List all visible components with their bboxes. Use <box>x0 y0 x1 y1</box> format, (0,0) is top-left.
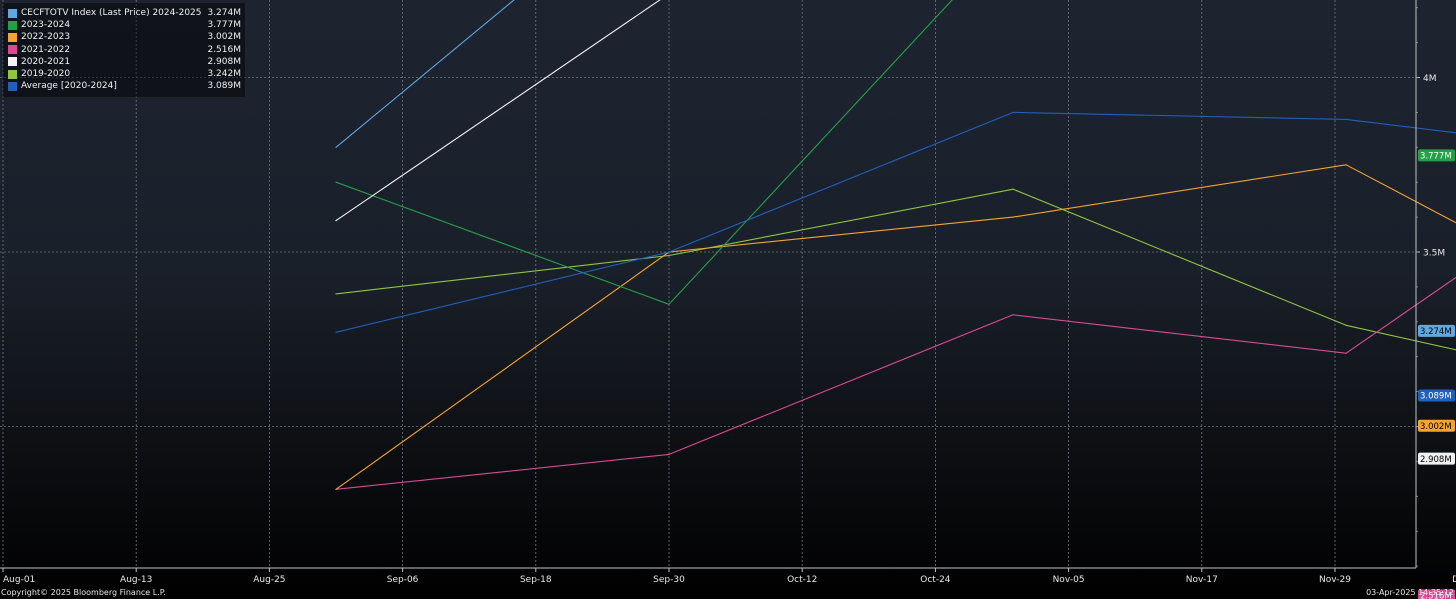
data-point <box>335 293 337 295</box>
legend-label: 2021-2022 <box>21 44 71 55</box>
legend-label: 2019-2020 <box>21 69 71 80</box>
legend-label: CECFTOTV Index (Last Price) 2024-2025 <box>21 8 202 19</box>
x-tick-label: Nov-17 <box>1186 575 1218 585</box>
series-line <box>335 0 953 305</box>
end-value-text: 2.908M <box>1420 455 1452 465</box>
legend-value: 3.002M <box>207 32 241 43</box>
x-tick-label: Aug-01 <box>3 575 35 585</box>
end-value-badge <box>1418 419 1455 432</box>
end-value-badge <box>1418 589 1455 599</box>
grid-layer <box>0 0 1416 568</box>
end-value-text: 3.777M <box>1420 152 1452 162</box>
data-point <box>335 220 337 222</box>
series-line <box>335 276 1456 490</box>
data-point <box>1345 164 1347 166</box>
legend-swatch <box>8 81 17 91</box>
legend-value: 3.274M <box>207 8 241 19</box>
copyright-text: Copyright© 2025 Bloomberg Finance L.P. <box>1 588 166 597</box>
data-point <box>335 181 337 183</box>
x-tick-label: Aug-25 <box>253 575 285 585</box>
legend-value: 2.516M <box>207 44 241 55</box>
end-value-text: 3.274M <box>1420 327 1452 337</box>
legend-label: 2023-2024 <box>21 20 71 31</box>
end-value-text: 3.089M <box>1420 392 1452 402</box>
end-value-label: 3.274M <box>1418 324 1455 337</box>
data-point <box>1012 314 1014 316</box>
y-tick-label: 3.5M <box>1423 249 1445 259</box>
x-tick-label: Aug-13 <box>120 575 152 585</box>
end-value-label: 2.516M <box>1418 589 1455 599</box>
legend-label: Average [2020-2024] <box>21 81 117 92</box>
end-value-label: 3.089M <box>1418 389 1455 402</box>
legend-value: 2.908M <box>207 56 241 67</box>
data-point <box>335 488 337 490</box>
legend-swatch <box>8 45 17 55</box>
x-tick-label: Sep-30 <box>653 575 685 585</box>
x-tick-label: Oct-24 <box>920 575 951 585</box>
x-tick-label: Oct-12 <box>787 575 817 585</box>
series-line <box>335 0 515 148</box>
legend-value: 3.777M <box>207 20 241 31</box>
y-tick-label: 4M <box>1423 74 1437 84</box>
data-point <box>668 254 670 257</box>
axis-layer: Aug-01 Aug-13 Aug-25 Sep-06 Sep-18 Sep-30 Oct-… <box>0 0 1456 585</box>
legend-entry: CECFTOTV Index (Last Price) 2024-2025 3.2… <box>8 7 241 19</box>
end-label-layer: 3.274M 3.777M 3.002M 2.516M 2.908M 3.089M <box>1418 149 1455 599</box>
series-line <box>335 111 1456 333</box>
data-point <box>668 251 670 253</box>
legend-swatch <box>8 20 17 30</box>
end-value-label: 2.908M <box>1418 452 1455 465</box>
data-point <box>335 146 337 148</box>
end-value-badge <box>1418 324 1455 337</box>
x-tick-label: Dec-11 <box>1452 575 1456 585</box>
legend-swatch <box>8 57 17 67</box>
legend-value: 3.242M <box>207 69 241 80</box>
data-point <box>668 303 670 305</box>
legend-entry: 2022-2023 3.002M <box>8 31 241 43</box>
legend-swatch <box>8 69 17 79</box>
series-line <box>335 0 661 222</box>
legend: CECFTOTV Index (Last Price) 2024-2025 3.2… <box>2 2 246 98</box>
data-point <box>1012 216 1014 218</box>
data-point <box>668 453 670 455</box>
data-point <box>1345 118 1347 120</box>
end-value-text: 3.002M <box>1420 422 1452 432</box>
end-value-label: 3.777M <box>1418 149 1455 162</box>
end-value-badge <box>1418 149 1455 162</box>
legend-label: 2020-2021 <box>21 56 71 67</box>
data-point <box>1345 352 1347 354</box>
legend-swatch <box>8 8 17 18</box>
end-value-badge <box>1418 389 1455 402</box>
end-value-label: 3.002M <box>1418 419 1455 432</box>
data-point <box>1012 111 1014 113</box>
legend-entry: 2023-2024 3.777M <box>8 19 241 31</box>
legend-entry: 2020-2021 2.908M <box>8 56 241 68</box>
timestamp-text: 03-Apr-2025 14:35:12 <box>1366 588 1454 597</box>
data-point <box>1012 188 1014 190</box>
data-point <box>335 331 337 333</box>
legend-entry: 2021-2022 2.516M <box>8 44 241 56</box>
series-line <box>335 164 1456 490</box>
series-line <box>335 188 1456 351</box>
legend-label: 2022-2023 <box>21 32 71 43</box>
legend-entry: 2019-2020 3.242M <box>8 68 241 80</box>
legend-swatch <box>8 32 17 42</box>
end-value-badge <box>1418 452 1455 465</box>
legend-entry: Average [2020-2024] 3.089M <box>8 80 241 92</box>
series-layer <box>335 0 1456 490</box>
end-value-text: 2.516M <box>1420 592 1452 599</box>
x-tick-label: Nov-05 <box>1053 575 1085 585</box>
x-tick-label: Sep-18 <box>520 575 552 585</box>
legend-value: 3.089M <box>207 81 241 92</box>
data-point <box>1345 324 1347 326</box>
x-tick-label: Nov-29 <box>1319 575 1351 585</box>
x-tick-label: Sep-06 <box>387 575 419 585</box>
